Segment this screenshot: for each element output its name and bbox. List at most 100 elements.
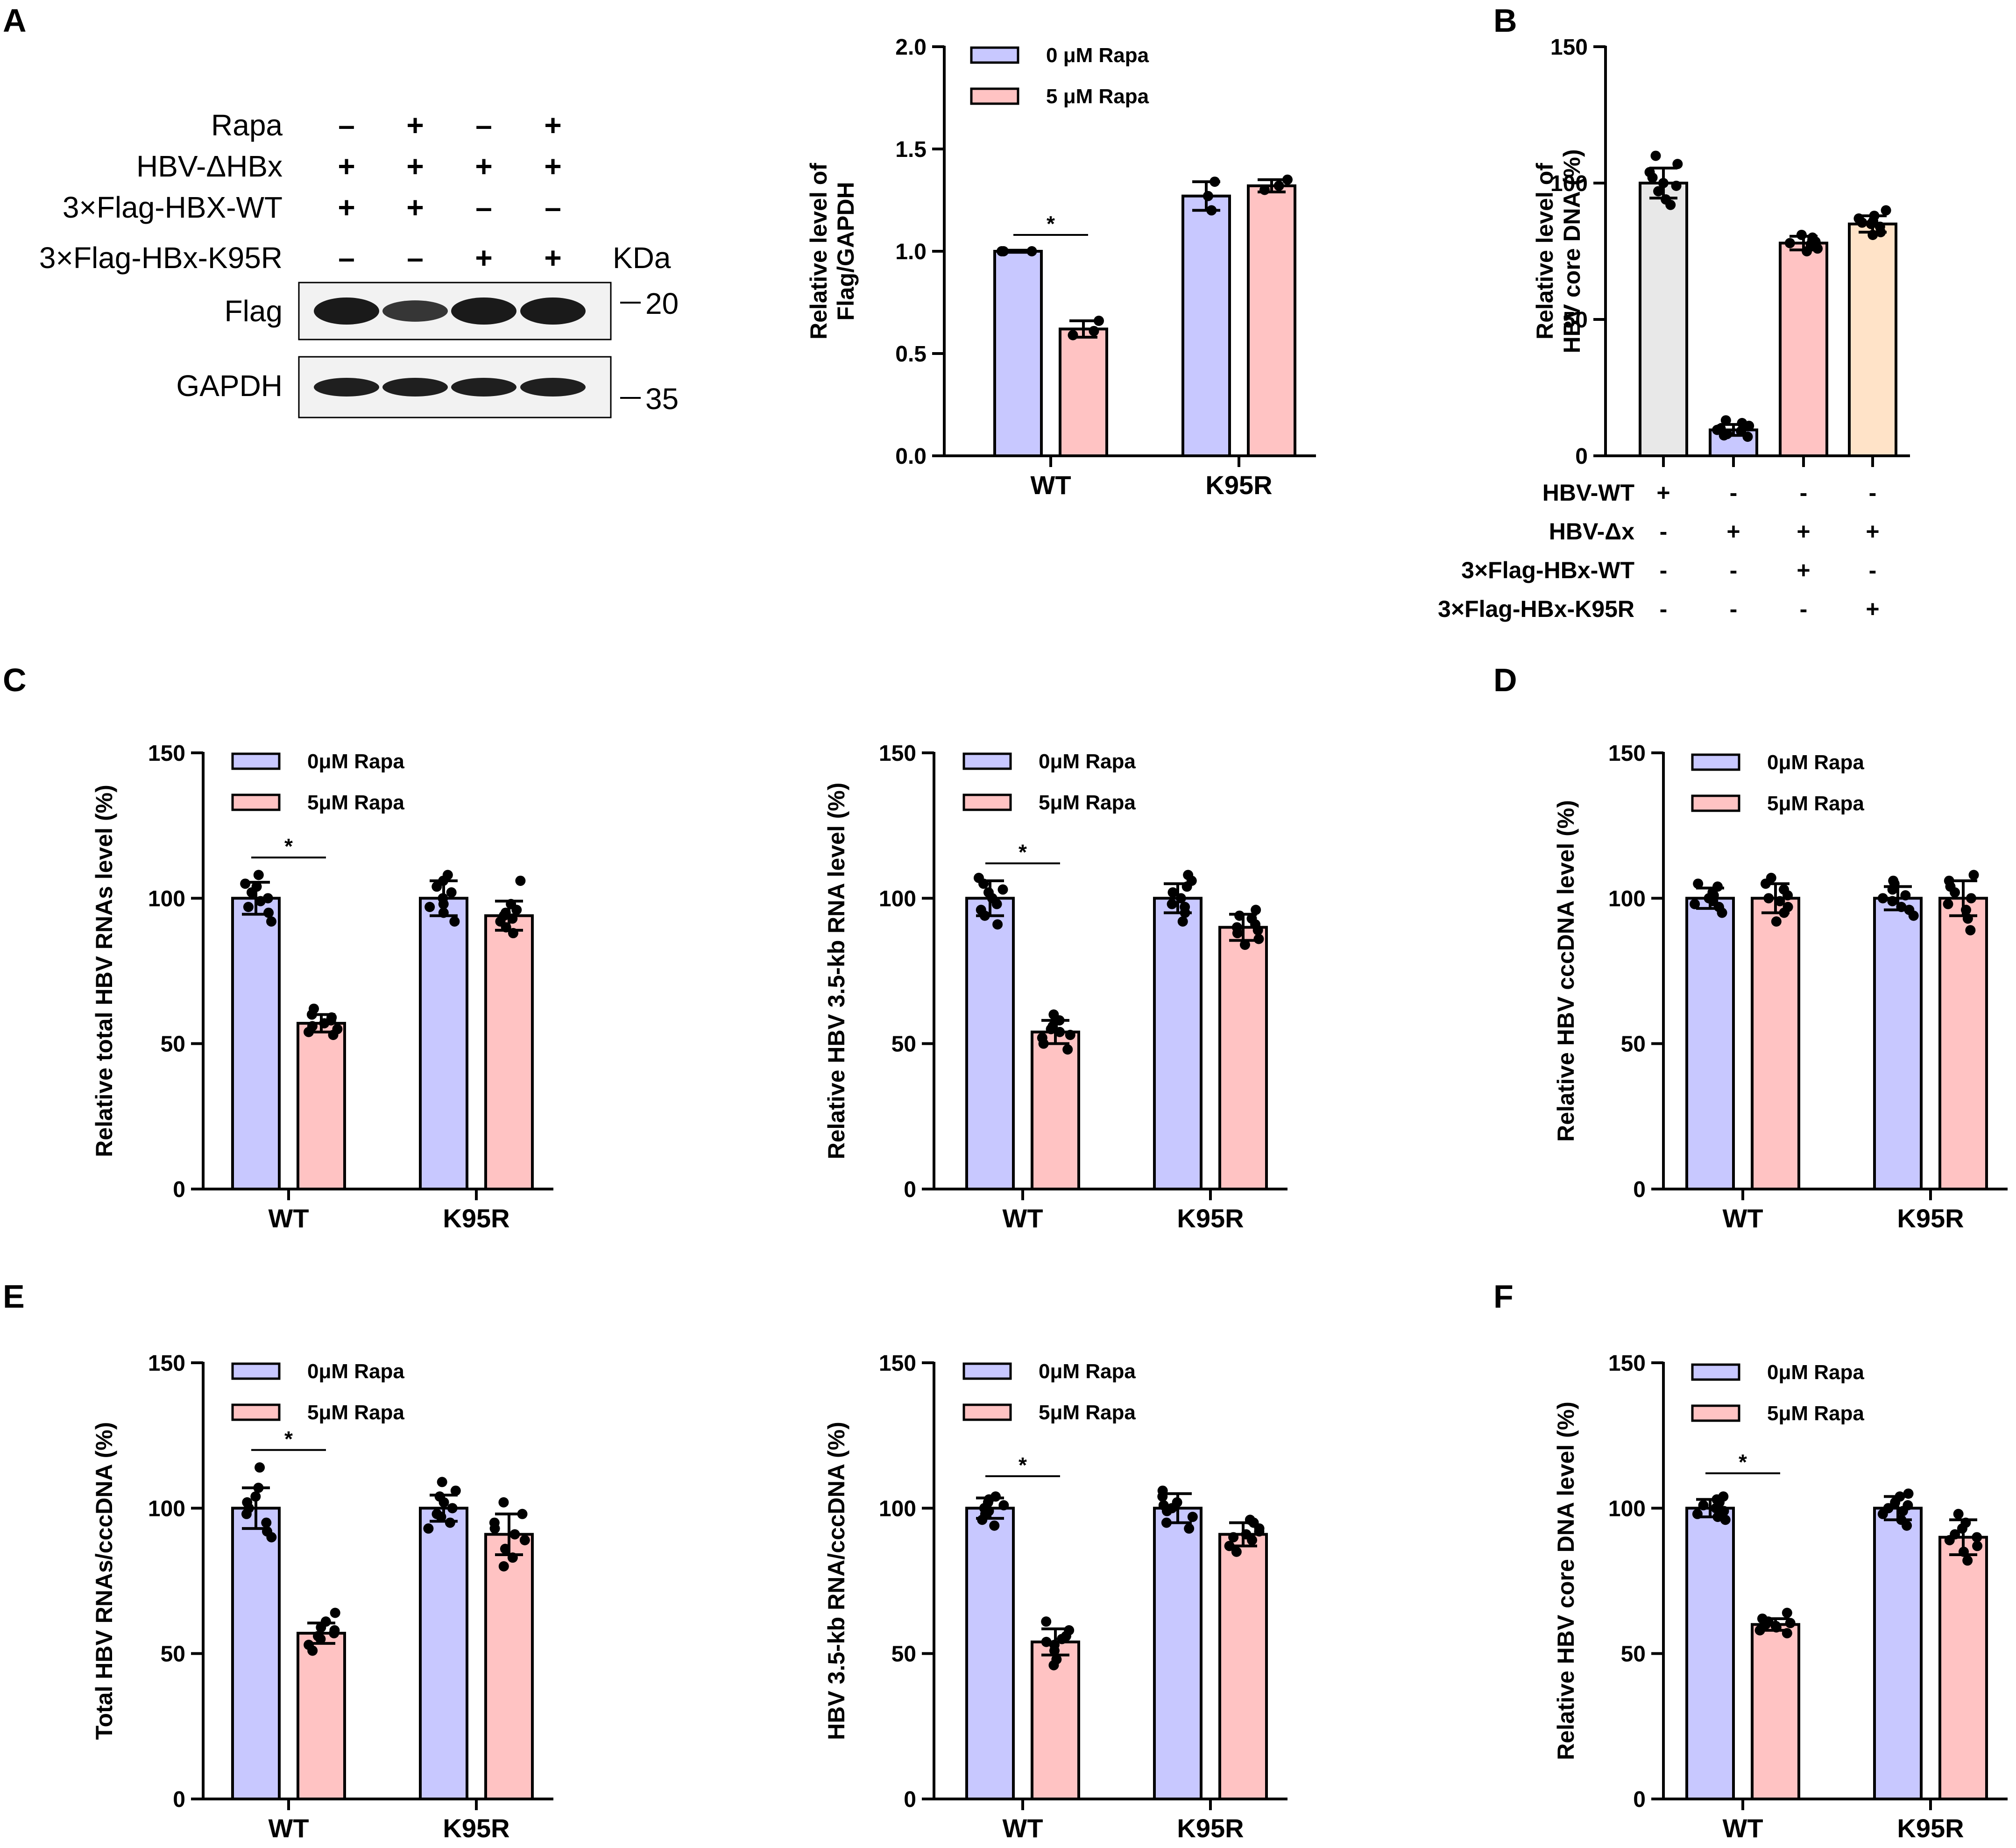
data-point [989,1520,1000,1531]
bar-condition-3 [1848,222,1897,457]
data-point [998,1500,1009,1511]
legend-swatch [231,1362,281,1380]
y-axis-title-text: Relative level ofHBV core DNA (%) [1532,149,1585,353]
data-point [439,1497,449,1508]
data-point [1943,899,1953,909]
data-point [1887,884,1898,895]
data-point [992,919,1003,930]
data-point [1897,1506,1908,1516]
blot-sign: – [338,108,355,142]
data-point [1960,905,1971,915]
data-point [1720,1515,1731,1525]
legend-label: 5 μM Rapa [1046,85,1149,108]
data-point [1232,928,1243,939]
data-point [1902,1520,1912,1531]
data-point [498,1497,509,1508]
data-point [1866,219,1876,229]
data-point [263,907,274,918]
blot-sign: + [544,149,561,183]
data-point [431,881,442,892]
data-point [449,916,460,927]
y-tick-label: 100 [148,1496,185,1521]
x-category-label: K95R [443,1204,509,1233]
bar-wt-1 [1059,327,1108,457]
data-point [438,907,449,918]
significance-star: * [1739,1450,1747,1474]
data-point [1771,1622,1782,1633]
data-point [1903,1488,1914,1499]
data-point [1062,1044,1073,1055]
legend-label: 0μM Rapa [1767,1361,1864,1384]
data-point [330,1607,340,1618]
data-point [1203,191,1213,201]
data-point [1890,1497,1901,1508]
data-point [1175,893,1186,904]
x-category-label: K95R [1897,1204,1964,1233]
blot-band-gapdh [451,378,516,397]
blot-sign: + [544,108,561,142]
data-point [423,1523,434,1534]
legend-label: 5μM Rapa [1039,1401,1136,1424]
x-category-label: WT [268,1813,309,1843]
data-point [507,1552,518,1563]
data-point [1950,887,1960,898]
marker-label-35: 35 [645,382,679,416]
panel-letter-e: E [3,1278,25,1315]
blot-sign: – [407,241,424,275]
x-category-label: K95R [1177,1813,1244,1843]
blot-sign: – [475,191,492,224]
data-point [1812,243,1823,254]
data-point [1054,1015,1065,1026]
data-point [1224,1541,1235,1551]
data-point [253,1482,264,1493]
bar-wt-1 [1751,897,1800,1191]
blot-sign: + [406,108,424,142]
condition-sign: - [1730,480,1738,506]
legend-label: 0μM Rapa [307,1360,404,1383]
bar-condition-0 [1639,182,1688,457]
y-tick-label: 50 [1621,1642,1646,1667]
bar-k95r-1 [1938,1536,1988,1801]
data-point [1875,227,1886,238]
data-point [501,922,511,933]
y-axis-title-text: Relative level ofFlag/GAPDH [806,163,859,340]
y-axis-title-text: Relative HBV core DNA level (%) [1553,1402,1579,1760]
condition-sign: - [1800,596,1808,622]
data-point [243,902,254,913]
data-point [511,905,522,915]
legend-label: 0μM Rapa [1039,1360,1136,1383]
marker-label-20: 20 [645,287,679,320]
data-point [1041,1616,1052,1627]
bar-k95r-0 [1873,897,1923,1191]
data-point [500,1544,510,1554]
data-point [1744,420,1754,431]
legend-label: 0μM Rapa [1767,751,1864,774]
data-point [1046,1024,1056,1034]
data-point [1650,150,1661,161]
data-point [1962,1555,1973,1566]
y-axis-title-text: Relative total HBV RNAs level (%) [91,785,117,1157]
legend-swatch [1691,1404,1740,1422]
data-point [1026,246,1037,256]
band-label-flag: Flag [225,294,283,328]
condition-row-label: 3×Flag-HBx-WT [1461,557,1634,583]
legend-swatch [1691,794,1740,812]
bar-wt-0 [1685,1507,1735,1800]
blot-sign: – [338,241,355,275]
y-tick-label: 150 [879,1351,916,1376]
bar-k95r-0 [1873,1507,1923,1800]
x-category-label: K95R [1897,1813,1964,1843]
data-point [1177,916,1188,927]
legend-swatch [962,793,1012,811]
data-point [1049,1645,1060,1656]
data-point [261,1517,272,1528]
x-category-label: WT [1002,1204,1043,1233]
blot-sign: + [406,191,424,224]
y-tick-label: 50 [891,1642,916,1667]
y-tick-label: 0 [173,1787,185,1812]
data-point [508,928,518,939]
condition-sign: - [1869,557,1877,583]
data-point [1944,1535,1955,1545]
chart-total-hbv-rnas: 0 50 100 150 Relative total HBV RNAs level (… [91,741,553,1233]
